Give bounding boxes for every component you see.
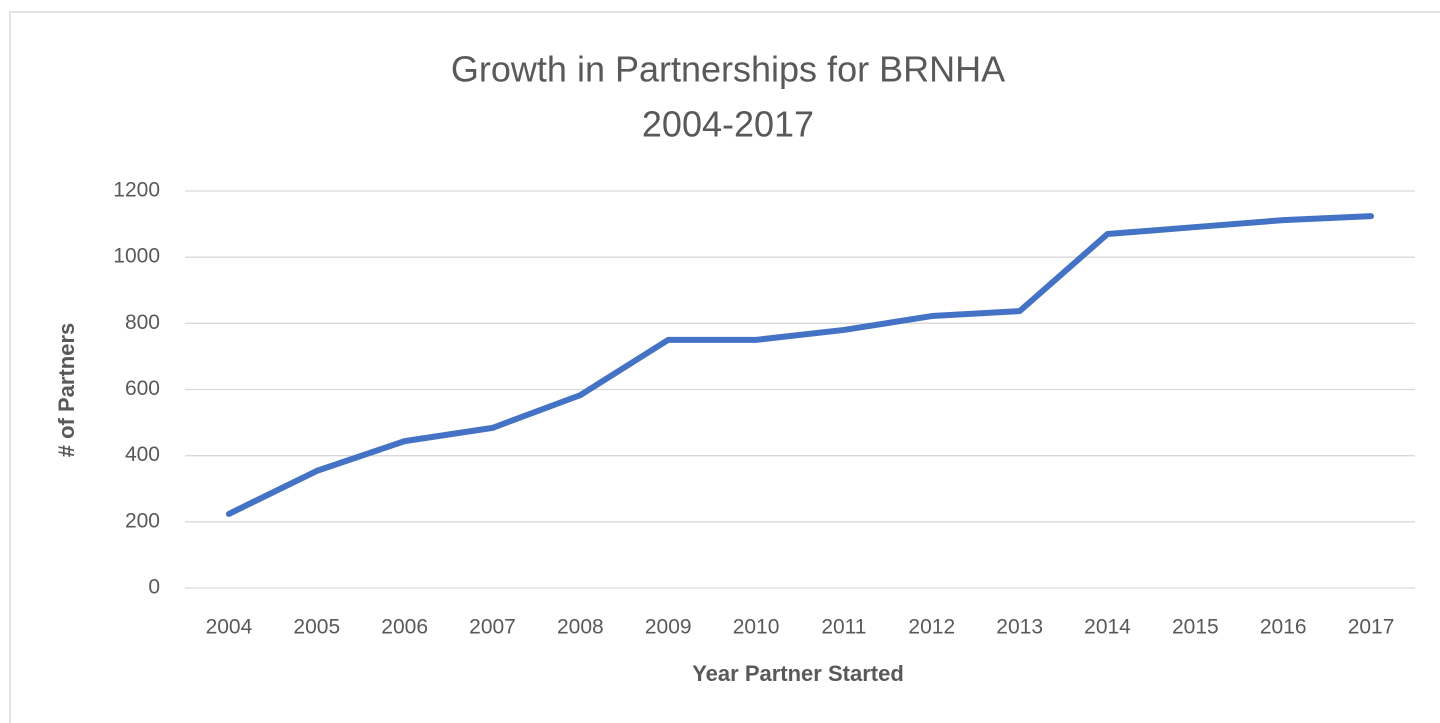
y-tick-label: 200 — [125, 509, 160, 532]
x-tick-label: 2012 — [908, 616, 955, 639]
x-tick-label: 2014 — [1084, 616, 1131, 639]
x-tick-label: 2009 — [645, 616, 692, 639]
y-tick-label: 400 — [125, 443, 160, 466]
x-tick-label: 2005 — [293, 616, 340, 639]
x-tick-label: 2011 — [821, 616, 866, 639]
y-tick-label: 600 — [125, 377, 160, 400]
y-tick-label: 800 — [125, 311, 160, 334]
chart-border — [9, 11, 1440, 723]
x-tick-label: 2010 — [733, 616, 780, 639]
x-tick-label: 2004 — [206, 616, 253, 639]
data-line — [225, 213, 1375, 517]
x-tick-label: 2008 — [557, 616, 604, 639]
y-tick-label: 1200 — [113, 179, 160, 202]
x-tick-label: 2007 — [469, 616, 516, 639]
x-tick-label: 2017 — [1348, 616, 1395, 639]
x-axis-title: Year Partner Started — [692, 661, 904, 686]
chart-title: Growth in Partnerships for BRNHA — [451, 49, 1005, 90]
y-tick-label: 1000 — [113, 245, 160, 268]
y-axis-title: # of Partners — [54, 323, 79, 458]
x-tick-label: 2015 — [1172, 616, 1219, 639]
y-tick-label: 0 — [148, 576, 160, 599]
x-tick-label: 2013 — [996, 616, 1043, 639]
x-tick-label: 2016 — [1260, 616, 1307, 639]
chart-subtitle: 2004-2017 — [642, 104, 814, 145]
x-tick-label: 2006 — [381, 616, 428, 639]
